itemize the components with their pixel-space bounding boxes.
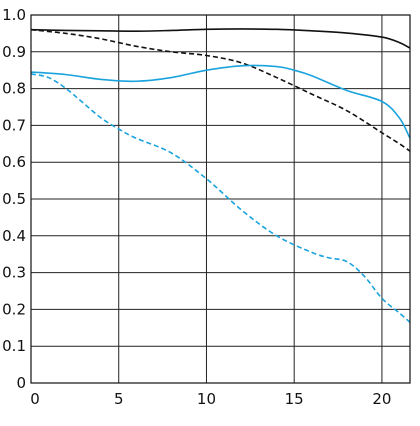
x-tick-label: 0: [30, 390, 40, 408]
y-tick-label: 0.7: [2, 116, 26, 134]
x-tick-label: 10: [197, 390, 216, 408]
y-tick-label: 0.6: [2, 153, 26, 171]
y-tick-label: 0.5: [2, 190, 26, 208]
y-tick-label: 0.8: [2, 80, 26, 98]
y-tick-label: 1.0: [2, 6, 26, 24]
y-tick-label: 0.1: [2, 337, 26, 355]
x-tick-label: 15: [285, 390, 304, 408]
series-line-3: [30, 64, 411, 139]
x-tick-label: 5: [114, 390, 124, 408]
grid: [30, 14, 410, 384]
series-line-4: [30, 73, 411, 323]
y-tick-label: 0: [16, 374, 26, 392]
series-group: [30, 28, 411, 323]
y-tick-label: 0.4: [2, 227, 26, 245]
series-line-1: [30, 28, 411, 49]
plot-frame: [30, 14, 411, 384]
y-tick-label: 0.3: [2, 264, 26, 282]
x-tick-label: 20: [372, 390, 391, 408]
y-tick-label: 0.2: [2, 300, 26, 318]
y-tick-label: 0.9: [2, 43, 26, 61]
x-axis-tick-labels: 0 5 10 15 20: [30, 390, 391, 408]
y-axis-tick-labels: 0 0.1 0.2 0.3 0.4 0.5 0.6 0.7 0.8 0.9 1.0: [2, 6, 26, 392]
series-line-2: [30, 28, 411, 152]
